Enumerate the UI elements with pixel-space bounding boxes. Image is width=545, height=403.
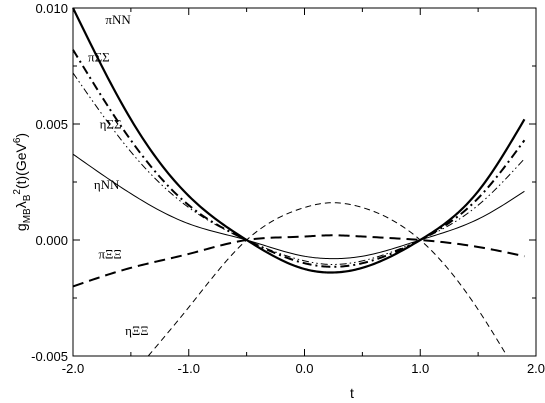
x-tick-label: 0.0: [295, 361, 313, 376]
series-line-2: [72, 72, 525, 265]
y-axis-title: gMBλB2(t)(GeV6): [12, 133, 33, 231]
x-tick-label: -1.0: [178, 361, 200, 376]
x-axis-ticks: -2.0 -1.0 0.0 1.0 2.0: [62, 8, 545, 376]
x-tick-label: 2.0: [527, 361, 545, 376]
y-tick-label: 0.005: [35, 117, 68, 132]
series-label-1: πΣΣ: [88, 49, 110, 64]
series-line-5: [147, 202, 508, 357]
series-curves: [72, 7, 526, 357]
plot-frame: [72, 7, 537, 357]
x-axis-title: t: [350, 385, 354, 401]
series-line-4: [72, 234, 525, 288]
x-tick-label: -2.0: [62, 361, 84, 376]
svg-text:gMBλB2(t)(GeV6): gMBλB2(t)(GeV6): [12, 133, 33, 231]
y-tick-label: -0.005: [31, 349, 68, 364]
x-tick-label: 1.0: [411, 361, 429, 376]
series-label-2: ηΣΣ: [100, 117, 122, 132]
series-labels: πNN πΣΣ ηΣΣ ηNN πΞΞ ηΞΞ: [88, 12, 149, 338]
series-line-0: [72, 7, 526, 274]
y-tick-label: 0.010: [35, 1, 68, 16]
series-line-3: [72, 153, 525, 260]
series-label-3: ηNN: [94, 177, 120, 192]
y-axis-ticks: -0.005 0.000 0.005 0.010: [31, 1, 536, 364]
series-label-0: πNN: [105, 12, 131, 27]
series-line-1: [72, 49, 526, 268]
y-tick-label: 0.000: [35, 233, 68, 248]
series-label-5: ηΞΞ: [125, 323, 149, 338]
series-label-4: πΞΞ: [98, 247, 121, 262]
